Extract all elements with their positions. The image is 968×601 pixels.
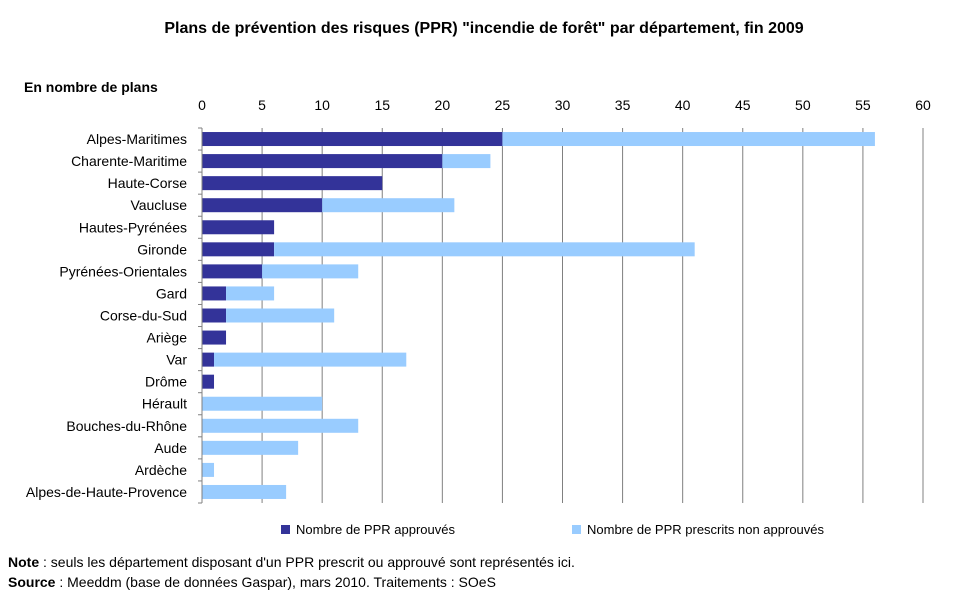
footer-source: Source : Meeddm (base de données Gaspar)… [8, 574, 496, 590]
bar-approved [202, 330, 227, 345]
footer-note: Note : seuls les département disposant d… [8, 554, 575, 570]
bar-approved [202, 242, 275, 257]
bar-prescribed [502, 132, 875, 147]
y-category-label: Alpes-de-Haute-Provence [26, 484, 187, 500]
bar-prescribed [214, 352, 407, 367]
x-tick-label: 60 [915, 97, 931, 113]
source-label: Source [8, 574, 56, 590]
legend-item-prescribed: Nombre de PPR prescrits non approuvés [572, 522, 824, 537]
y-category-label: Haute-Corse [108, 175, 188, 191]
x-tick-label: 50 [795, 97, 811, 113]
bar-prescribed [262, 264, 359, 279]
bar-prescribed [202, 396, 323, 411]
y-category-label: Pyrénées-Orientales [59, 263, 187, 279]
x-tick-label: 0 [198, 97, 206, 113]
y-category-label: Aude [154, 440, 187, 456]
y-category-label: Gard [156, 285, 187, 301]
bar-prescribed [202, 418, 359, 433]
note-text: : seuls les département disposant d'un P… [39, 554, 575, 570]
y-category-label: Ardèche [135, 462, 187, 478]
y-category-label: Var [166, 352, 187, 368]
x-tick-label: 20 [435, 97, 451, 113]
x-tick-label: 35 [615, 97, 631, 113]
legend-item-approved: Nombre de PPR approuvés [281, 522, 455, 537]
y-category-label: Vaucluse [130, 197, 187, 213]
bar-approved [202, 154, 443, 169]
x-tick-label: 55 [855, 97, 871, 113]
y-category-label: Gironde [137, 241, 187, 257]
bar-approved [202, 286, 227, 301]
legend-swatch-approved [281, 525, 290, 534]
y-category-label: Hautes-Pyrénées [79, 219, 187, 235]
x-tick-label: 40 [675, 97, 691, 113]
x-tick-label: 15 [374, 97, 390, 113]
y-category-label: Ariège [147, 330, 188, 346]
bar-prescribed [226, 308, 335, 323]
bar-approved [202, 220, 275, 235]
bar-prescribed [274, 242, 695, 257]
bar-approved [202, 132, 503, 147]
y-category-label: Charente-Maritime [71, 153, 187, 169]
bar-approved [202, 176, 383, 191]
bar-prescribed [322, 198, 455, 213]
unit-label: En nombre de plans [24, 79, 158, 95]
y-category-label: Alpes-Maritimes [87, 131, 187, 147]
chart-title: Plans de prévention des risques (PPR) "i… [164, 20, 804, 37]
bar-approved [202, 308, 227, 323]
source-text: : Meeddm (base de données Gaspar), mars … [55, 574, 496, 590]
bar-approved [202, 264, 263, 279]
bar-approved [202, 374, 215, 389]
legend-label-approved: Nombre de PPR approuvés [296, 522, 455, 537]
bar-approved [202, 198, 323, 213]
x-tick-label: 45 [735, 97, 751, 113]
x-tick-label: 30 [555, 97, 571, 113]
y-category-label: Bouches-du-Rhône [66, 418, 187, 434]
y-category-label: Hérault [142, 396, 187, 412]
bar-prescribed [202, 484, 287, 499]
bar-approved [202, 352, 215, 367]
x-tick-label: 5 [258, 97, 266, 113]
legend-swatch-prescribed [572, 525, 581, 534]
y-category-label: Corse-du-Sud [100, 308, 187, 324]
x-tick-label: 25 [495, 97, 511, 113]
legend-label-prescribed: Nombre de PPR prescrits non approuvés [587, 522, 825, 537]
y-category-label: Drôme [145, 374, 187, 390]
x-tick-label: 10 [314, 97, 330, 113]
bar-prescribed [442, 154, 491, 169]
bar-prescribed [202, 440, 299, 455]
bar-prescribed [226, 286, 275, 301]
note-label: Note [8, 554, 40, 570]
bar-prescribed [202, 462, 215, 477]
